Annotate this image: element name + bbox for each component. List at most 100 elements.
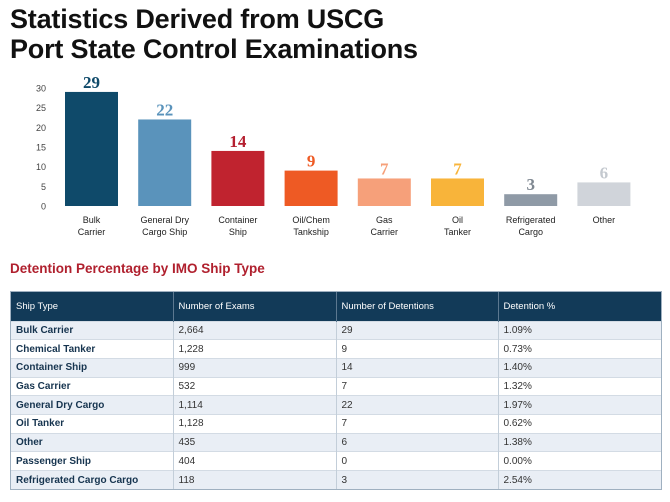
x-tick-label-line: Cargo	[518, 227, 543, 237]
x-tick-label: Bulk Carrier	[78, 215, 106, 237]
ship-type-cell: Other	[11, 432, 174, 452]
table-row: Refrigerated Cargo Cargo 118 3 2.54%	[11, 470, 661, 490]
detention-percent-cell: 2.54%	[498, 470, 661, 490]
title-line-2: Port State Control Examinations	[10, 34, 418, 64]
detentions-cell: 9	[336, 339, 499, 359]
x-tick-label: Other	[593, 215, 616, 225]
x-tick-label-line: Oil/Chem	[292, 215, 330, 225]
detention-percent-cell: 0.62%	[498, 413, 661, 434]
ship-type-cell: Container Ship	[11, 357, 174, 378]
table-row: Passenger Ship 404 0 0.00%	[11, 451, 661, 471]
table-section-title: Detention Percentage by IMO Ship Type	[10, 261, 265, 276]
x-tick-label: Refrigerated Cargo	[506, 215, 556, 237]
y-tick-label: 30	[36, 84, 46, 94]
x-tick-label-line: Cargo Ship	[142, 227, 187, 237]
exams-cell: 2,664	[173, 320, 337, 340]
ship-type-cell: Gas Carrier	[11, 376, 174, 396]
exams-cell: 118	[173, 470, 337, 490]
detentions-cell: 6	[336, 432, 499, 452]
detention-percent-cell: 1.38%	[498, 432, 661, 452]
detentions-cell: 7	[336, 376, 499, 396]
table-header-row: Ship Type Number of Exams Number of Dete…	[11, 292, 661, 321]
detentions-bar-chart: 0 5 10 15 20 25 30 29 Bulk Carrier 22 General Dry Ca…	[36, 73, 631, 237]
page-title: Statistics Derived from USCG Port State …	[10, 4, 660, 64]
bar	[577, 182, 631, 206]
ship-type-cell: Chemical Tanker	[11, 339, 174, 359]
detentions-cell: 22	[336, 395, 499, 415]
data-label: 6	[600, 163, 609, 182]
y-tick-label: 15	[36, 143, 46, 153]
x-tick-label: Gas Carrier	[371, 215, 399, 237]
y-tick-label: 20	[36, 123, 46, 133]
y-tick-label: 0	[41, 202, 46, 212]
exams-cell: 532	[173, 376, 337, 396]
bar	[211, 150, 265, 206]
x-tick-label-line: Bulk	[83, 215, 101, 225]
table-row: Chemical Tanker 1,228 9 0.73%	[11, 339, 661, 359]
detention-table: Ship Type Number of Exams Number of Dete…	[10, 291, 662, 491]
data-label: 29	[83, 73, 100, 92]
x-tick-label-line: Ship	[229, 227, 247, 237]
x-tick-label-line: Refrigerated	[506, 215, 556, 225]
detention-percent-cell: 1.40%	[498, 357, 661, 378]
table-row: General Dry Cargo 1,114 22 1.97%	[11, 395, 661, 415]
ship-type-cell: Refrigerated Cargo Cargo	[11, 470, 174, 490]
x-tick-label: General Dry Cargo Ship	[140, 215, 189, 237]
detentions-cell: 0	[336, 451, 499, 471]
detentions-cell: 7	[336, 413, 499, 434]
table-row: Other 435 6 1.38%	[11, 432, 661, 452]
detention-percent-cell: 1.97%	[498, 395, 661, 415]
exams-cell: 1,128	[173, 413, 337, 434]
ship-type-cell: General Dry Cargo	[11, 395, 174, 415]
data-label: 14	[229, 132, 247, 151]
bar	[431, 178, 484, 206]
header-detention-percent: Detention %	[503, 300, 556, 312]
data-label: 22	[156, 100, 173, 119]
bar	[138, 119, 192, 206]
y-tick-label: 25	[36, 103, 46, 113]
data-label: 3	[526, 175, 535, 194]
detentions-cell: 3	[336, 470, 499, 490]
x-tick-label-line: Tanker	[444, 227, 471, 237]
detention-percent-cell: 0.73%	[498, 339, 661, 359]
x-tick-label: Oil/Chem Tankship	[292, 215, 330, 237]
exams-cell: 1,114	[173, 395, 337, 415]
x-tick-label-line: Oil	[452, 215, 463, 225]
data-label: 9	[307, 152, 316, 171]
detention-percent-cell: 1.32%	[498, 376, 661, 396]
x-tick-label-line: Other	[593, 215, 616, 225]
x-tick-label-line: Tankship	[293, 227, 329, 237]
bar	[65, 91, 118, 206]
bar	[357, 178, 411, 206]
table-row: Container Ship 999 14 1.40%	[11, 357, 661, 378]
header-ship-type: Ship Type	[11, 292, 174, 321]
y-tick-label: 10	[36, 162, 46, 172]
detentions-cell: 14	[336, 357, 499, 378]
header-number-of-exams: Number of Exams	[173, 292, 337, 321]
data-label: 7	[453, 159, 462, 178]
title-line-1: Statistics Derived from USCG	[10, 4, 385, 34]
bar	[284, 170, 338, 206]
x-tick-label-line: Carrier	[78, 227, 106, 237]
header-number-of-detentions: Number of Detentions	[336, 292, 499, 321]
ship-type-cell: Bulk Carrier	[11, 320, 174, 340]
exams-cell: 435	[173, 432, 337, 452]
data-label: 7	[380, 159, 389, 178]
x-tick-label-line: Container	[218, 215, 257, 225]
x-tick-label-line: Carrier	[371, 227, 399, 237]
x-tick-label: Container Ship	[218, 215, 257, 237]
ship-type-cell: Oil Tanker	[11, 413, 174, 434]
exams-cell: 404	[173, 451, 337, 471]
table-row: Oil Tanker 1,128 7 0.62%	[11, 413, 661, 434]
detentions-cell: 29	[336, 320, 499, 340]
exams-cell: 1,228	[173, 339, 337, 359]
detention-percent-cell: 1.09%	[498, 320, 661, 340]
x-tick-label-line: Gas	[376, 215, 393, 225]
table-body: Bulk Carrier 2,664 29 1.09% Chemical Tanker 1…	[11, 320, 661, 490]
x-tick-label-line: General Dry	[140, 215, 189, 225]
exams-cell: 999	[173, 357, 337, 378]
x-tick-label: Oil Tanker	[444, 215, 471, 237]
bar	[504, 194, 558, 206]
ship-type-cell: Passenger Ship	[11, 451, 174, 471]
table-row: Gas Carrier 532 7 1.32%	[11, 376, 661, 396]
